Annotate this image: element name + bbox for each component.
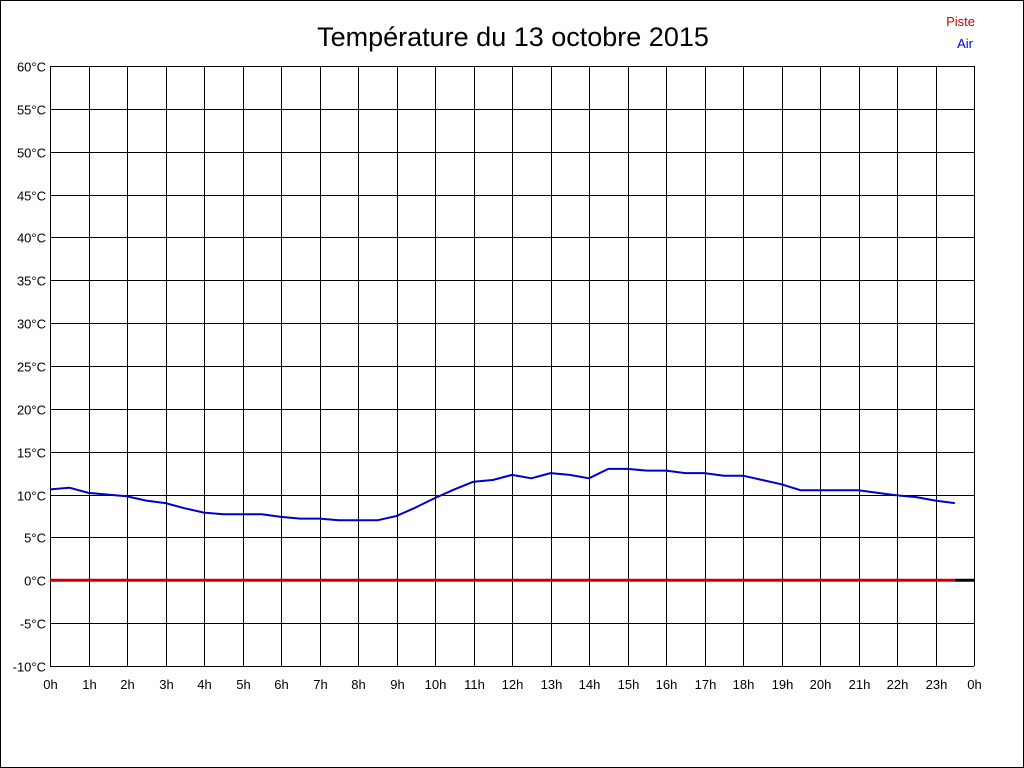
x-tick-label: 23h — [926, 677, 948, 692]
y-tick-label: 40°C — [17, 231, 46, 246]
x-tick-label: 11h — [464, 677, 485, 692]
y-tick-label: -5°C — [20, 617, 46, 632]
series-line-air — [49, 467, 955, 522]
x-tick-label: 8h — [351, 677, 365, 692]
y-tick-label: 35°C — [17, 274, 46, 289]
x-tick-label: 22h — [887, 677, 909, 692]
x-tick-label: 5h — [236, 677, 250, 692]
y-tick-label: -10°C — [13, 660, 46, 675]
grid — [50, 66, 975, 667]
x-tick-label: 14h — [579, 677, 601, 692]
x-tick-label: 13h — [541, 677, 563, 692]
y-tick-label: 55°C — [17, 103, 46, 118]
y-tick-label: 10°C — [17, 489, 46, 504]
x-tick-label: 17h — [695, 677, 717, 692]
x-tick-label: 16h — [656, 677, 678, 692]
x-tick-label: 0h — [967, 677, 981, 692]
x-tick-label: 4h — [197, 677, 211, 692]
series — [49, 467, 974, 582]
x-tick-label: 0h — [43, 677, 57, 692]
y-tick-label: 20°C — [17, 403, 46, 418]
legend-air: Air — [957, 36, 974, 51]
x-tick-label: 3h — [159, 677, 173, 692]
x-tick-label: 6h — [274, 677, 288, 692]
x-tick-label: 21h — [849, 677, 871, 692]
x-tick-label: 15h — [618, 677, 640, 692]
y-tick-label: 60°C — [17, 60, 46, 75]
y-tick-label: 5°C — [24, 531, 46, 546]
x-tick-label: 12h — [502, 677, 524, 692]
x-tick-label: 18h — [733, 677, 755, 692]
x-tick-label: 19h — [772, 677, 794, 692]
legend-piste: Piste — [946, 14, 975, 29]
x-tick-label: 10h — [425, 677, 447, 692]
y-tick-label: 50°C — [17, 146, 46, 161]
y-tick-label: 0°C — [24, 574, 46, 589]
x-tick-label: 1h — [82, 677, 96, 692]
chart-title: Température du 13 octobre 2015 — [317, 22, 709, 52]
x-tick-label: 7h — [313, 677, 327, 692]
x-tick-label: 2h — [120, 677, 134, 692]
tick-labels: 60°C 55°C 50°C 45°C 40°C 35°C 30°C 25°C 20°C 15°C… — [13, 60, 982, 693]
x-tick-label: 9h — [390, 677, 404, 692]
y-tick-label: 30°C — [17, 317, 46, 332]
y-tick-label: 15°C — [17, 446, 46, 461]
y-tick-label: 25°C — [17, 360, 46, 375]
x-tick-label: 20h — [810, 677, 832, 692]
y-tick-label: 45°C — [17, 189, 46, 204]
